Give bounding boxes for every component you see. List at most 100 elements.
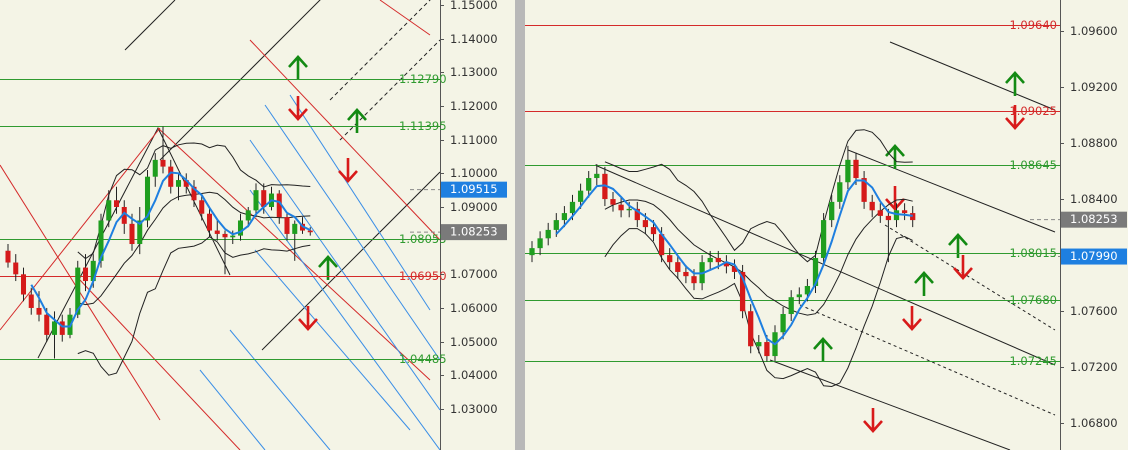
candle-body [276,193,282,218]
candle-body [837,182,843,202]
level-label: 1.08055 [399,232,447,246]
candle-body [36,307,42,315]
candle-body [20,274,27,295]
candle-body [199,200,205,214]
price-pane [525,25,1060,388]
y-tick-label: 1.12000 [450,99,498,113]
candle-body [113,200,120,207]
y-tick-label: 1.08400 [1070,192,1118,206]
price-marker [441,181,507,198]
candle-body [261,190,267,207]
moving-average [30,171,311,328]
candle-body [829,201,835,221]
price-marker [1061,211,1127,228]
candle-body [683,271,689,277]
candle-body [845,159,851,183]
y-tick-label: 1.11000 [450,133,498,147]
candle-body [893,210,900,221]
channel-line [229,329,331,450]
candle-body [51,321,58,335]
candle-body [214,230,220,234]
price-marker-label: 1.08253 [1070,212,1118,226]
price-marker-label: 1.08253 [450,225,498,239]
trend-tools [594,41,1056,450]
channel-line [289,94,431,311]
channel-line [261,171,440,351]
candle-body [129,223,135,245]
candle-body [5,250,11,263]
candle-body [910,213,916,221]
moving-average [555,179,913,346]
candle-body [284,217,290,234]
candle-body [121,206,127,224]
candle-body [715,257,721,263]
candle-body [553,220,559,230]
level-label: 1.08645 [1009,158,1057,172]
price-marker [441,224,507,241]
candle-body [191,186,197,201]
candle-body [723,262,730,267]
candle-body [175,180,182,187]
candle-body [707,257,713,263]
candle-body [245,210,251,221]
bollinger-middle [604,198,913,316]
level-label: 1.09640 [1009,18,1057,32]
y-tick-label: 1.08800 [1070,136,1118,150]
y-tick-label: 1.05000 [450,335,498,349]
level-label: 1.12790 [399,72,447,86]
candle-body [537,238,543,249]
candle-body [634,208,640,221]
candle-body [160,159,166,167]
candle-body [577,190,584,202]
candle-body [869,201,875,211]
y-tick-label: 1.04000 [450,368,498,382]
candle-body [764,342,770,357]
candle-body [626,208,632,211]
pane-divider [515,0,525,450]
candle-body [658,234,665,256]
price-marker-label: 1.07990 [1070,249,1118,263]
candle-body [812,257,819,286]
level-label: 1.06950 [399,269,447,283]
level-label: 1.11395 [399,119,447,133]
candle-body [594,173,600,179]
candle-body [780,314,786,333]
candle-body [106,200,112,221]
candle-body [586,178,592,191]
price-marker-label: 1.09515 [450,182,498,196]
candle-body [731,266,738,272]
y-tick-label: 1.09000 [450,200,498,214]
channel-line [889,41,1056,111]
candle-body [853,159,859,179]
candle-body [13,262,19,275]
channel-line [0,127,161,331]
candle-body [642,220,649,228]
bollinger-lower [77,236,311,376]
candle-body [152,159,158,177]
channel-line [799,304,1056,416]
level-label: 1.07680 [1009,293,1057,307]
channel-line [254,249,411,431]
candle-body [529,248,535,256]
candle-body [222,233,228,238]
y-tick-label: 1.09200 [1070,80,1118,94]
channel-line [379,0,431,36]
candle-body [59,321,65,335]
candle-body [137,220,143,245]
candle-body [650,227,657,235]
candle-body [788,297,794,315]
channel-line [159,0,321,161]
y-tick-label: 1.07200 [1070,360,1118,374]
y-tick-label: 1.06800 [1070,416,1118,430]
channel-line [264,104,440,361]
y-tick-label: 1.06000 [450,301,498,315]
price-marker [1061,248,1127,265]
candle-body [183,180,189,187]
candle-body [877,210,883,216]
bollinger-upper [604,129,913,263]
channel-line [769,359,1011,450]
candle-body [98,220,104,261]
channel-line [249,39,440,241]
